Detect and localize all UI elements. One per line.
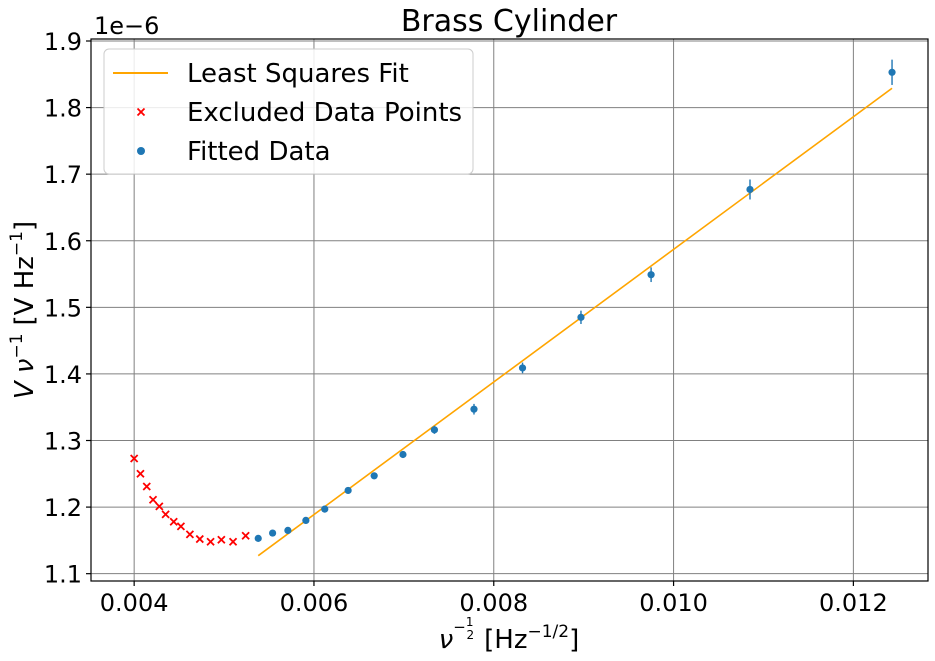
- fitted-points-layer: [254, 59, 896, 542]
- y-label-main: V ν: [10, 359, 40, 400]
- fitted-point: [344, 486, 352, 495]
- fitted-marker: [254, 534, 262, 542]
- fitted-point: [746, 179, 754, 200]
- fitted-marker: [518, 364, 527, 372]
- grid: [91, 39, 928, 581]
- fit-line-layer: [257, 87, 893, 557]
- legend: Least Squares Fit Excluded Data Points F…: [103, 48, 474, 175]
- x-label-minus: −: [453, 618, 466, 636]
- x-tick-label: 0.010: [639, 589, 708, 617]
- x-label-unit-exp: −1/2: [527, 622, 569, 642]
- y-tick-label: 1.7: [44, 161, 82, 189]
- legend-item-fitted: Fitted Data: [187, 137, 331, 167]
- fitted-point: [269, 529, 277, 537]
- fitted-marker: [321, 505, 329, 513]
- excluded-point: [185, 530, 195, 539]
- fitted-point: [577, 310, 585, 324]
- fitted-marker: [284, 526, 292, 534]
- excluded-point: [195, 534, 204, 544]
- y-tick-label: 1.3: [44, 428, 82, 456]
- fitted-marker: [399, 450, 407, 459]
- x-tick-label: 0.006: [280, 589, 349, 617]
- y-axis-label: V ν−1[V Hz−1]: [7, 221, 40, 399]
- fitted-marker: [302, 516, 310, 525]
- fitted-point: [399, 450, 407, 459]
- excluded-point: [169, 517, 178, 526]
- y-label-unit-exp: −1: [7, 231, 27, 256]
- fitted-marker: [269, 529, 277, 537]
- x-tick-label: 0.004: [100, 589, 169, 617]
- x-label-exp-num: 1: [466, 615, 474, 629]
- fitted-marker: [430, 426, 439, 434]
- excluded-point: [142, 482, 151, 491]
- fitted-point: [888, 59, 896, 85]
- fitted-point: [284, 526, 292, 534]
- legend-fitted-swatch: [137, 147, 145, 155]
- y-tick-label: 1.4: [44, 361, 82, 389]
- fitted-marker: [647, 271, 655, 279]
- fitted-point: [647, 267, 655, 283]
- y-tick-label: 1.6: [44, 228, 82, 256]
- fitted-marker: [746, 185, 754, 194]
- y-tick-label: 1.1: [44, 561, 82, 589]
- legend-box: [103, 48, 474, 175]
- legend-item-fit: Least Squares Fit: [187, 59, 409, 89]
- chart-title: Brass Cylinder: [401, 4, 618, 39]
- y-tick-label: 1.2: [44, 494, 82, 522]
- fitted-point: [254, 534, 262, 542]
- y-tick-label: 1.9: [44, 28, 82, 56]
- fitted-marker: [470, 405, 478, 413]
- x-label-exp-den: 2: [467, 628, 475, 642]
- excluded-point: [228, 537, 238, 546]
- excluded-point: [155, 502, 164, 511]
- y-tick-label: 1.8: [44, 95, 82, 123]
- x-tick-label: 0.008: [459, 589, 528, 617]
- fit-line: [257, 87, 893, 557]
- x-label-nu: ν: [439, 625, 454, 655]
- fitted-point: [302, 516, 310, 525]
- y-label-exp: −1: [7, 333, 27, 358]
- legend-item-excluded: Excluded Data Points: [187, 98, 462, 128]
- legend-excluded-swatch: [136, 107, 146, 117]
- fitted-point: [430, 425, 439, 434]
- fitted-point: [321, 505, 329, 513]
- excluded-point: [136, 469, 145, 478]
- x-tick-label: 0.012: [819, 589, 888, 617]
- y-tick-label: 1.5: [44, 294, 82, 322]
- y-axis-ticks: 1.1 1.2 1.3 1.4 1.5 1.6 1.7 1.8 1.9: [44, 28, 91, 589]
- excluded-point: [206, 537, 215, 546]
- excluded-point: [176, 522, 186, 531]
- y-label-unit-close: ]: [10, 221, 40, 231]
- excluded-point: [217, 535, 226, 544]
- fitted-marker: [888, 68, 896, 76]
- y-label-unit: [V Hz: [10, 256, 40, 325]
- excluded-point: [130, 454, 139, 463]
- x-label-unit-close: ]: [569, 625, 579, 655]
- fitted-point: [518, 362, 527, 374]
- fitted-marker: [577, 313, 585, 321]
- fitted-marker: [370, 472, 378, 480]
- excluded-point: [161, 510, 170, 519]
- excluded-points-layer: [130, 454, 250, 546]
- fitted-marker: [344, 486, 352, 495]
- y-offset-label: 1e−6: [94, 12, 159, 40]
- fitted-point: [470, 403, 478, 415]
- x-label-unit: [Hz: [484, 625, 527, 655]
- plot-frame: [90, 38, 929, 582]
- excluded-point: [148, 495, 158, 504]
- x-axis-label: ν−1 2 [Hz−1/2]: [439, 615, 580, 655]
- x-axis-ticks: 0.004 0.006 0.008 0.010 0.012: [100, 581, 888, 617]
- excluded-point: [241, 531, 250, 540]
- fitted-point: [370, 472, 378, 480]
